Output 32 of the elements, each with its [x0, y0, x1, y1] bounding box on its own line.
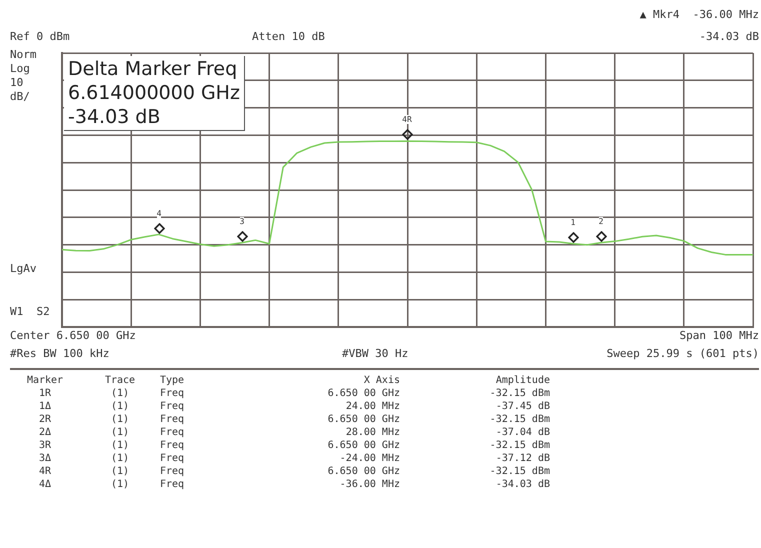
text: Log: [10, 62, 30, 75]
text: 2Δ (1) Freq 28.00 MHz -37.04 dB: [38, 427, 550, 438]
text: -34.03 dB: [699, 30, 759, 43]
text: LgAv: [10, 262, 36, 275]
text: 4R: [402, 115, 412, 124]
text: -34.03 dB: [68, 106, 160, 128]
text: 1Δ (1) Freq 24.00 MHz -37.45 dB: [38, 401, 550, 412]
text: Atten 10 dB: [252, 30, 325, 43]
text: W1 S2: [10, 305, 50, 318]
text: 2R (1) Freq 6.650 00 GHz -32.15 dBm: [38, 414, 550, 425]
annotation: 1: [570, 218, 576, 227]
text: 3Δ (1) Freq -24.00 MHz -37.12 dB: [38, 453, 550, 464]
annotation: 3: [240, 217, 244, 226]
text: Span 100 MHz: [680, 329, 759, 342]
text: Sweep 25.99 s (601 pts): [606, 347, 759, 360]
text: dB/: [10, 90, 30, 103]
text: 3R (1) Freq 6.650 00 GHz -32.15 dBm: [38, 440, 550, 451]
text: #VBW 30 Hz: [342, 347, 408, 360]
text: 4R (1) Freq 6.650 00 GHz -32.15 dBm: [38, 466, 550, 477]
text: 10: [10, 76, 24, 89]
text: #Res BW 100 kHz: [10, 347, 110, 360]
text: 1R (1) Freq 6.650 00 GHz -32.15 dBm: [38, 388, 550, 399]
text: 4Δ (1) Freq -36.00 MHz -34.03 dB: [38, 479, 550, 490]
text: Ref 0 dBm: [10, 30, 70, 43]
text: Marker Trace Type X Axis Amplitude: [26, 375, 550, 386]
text: Norm: [10, 48, 36, 61]
text: Center 6.650 00 GHz: [10, 329, 136, 342]
annotation: 4: [156, 209, 162, 218]
annotation: 2: [598, 217, 604, 226]
text: 6.614000000 GHz: [68, 82, 240, 104]
text: ▲ Mkr4 -36.00 MHz: [640, 8, 759, 21]
text: Delta Marker Freq: [68, 58, 238, 80]
